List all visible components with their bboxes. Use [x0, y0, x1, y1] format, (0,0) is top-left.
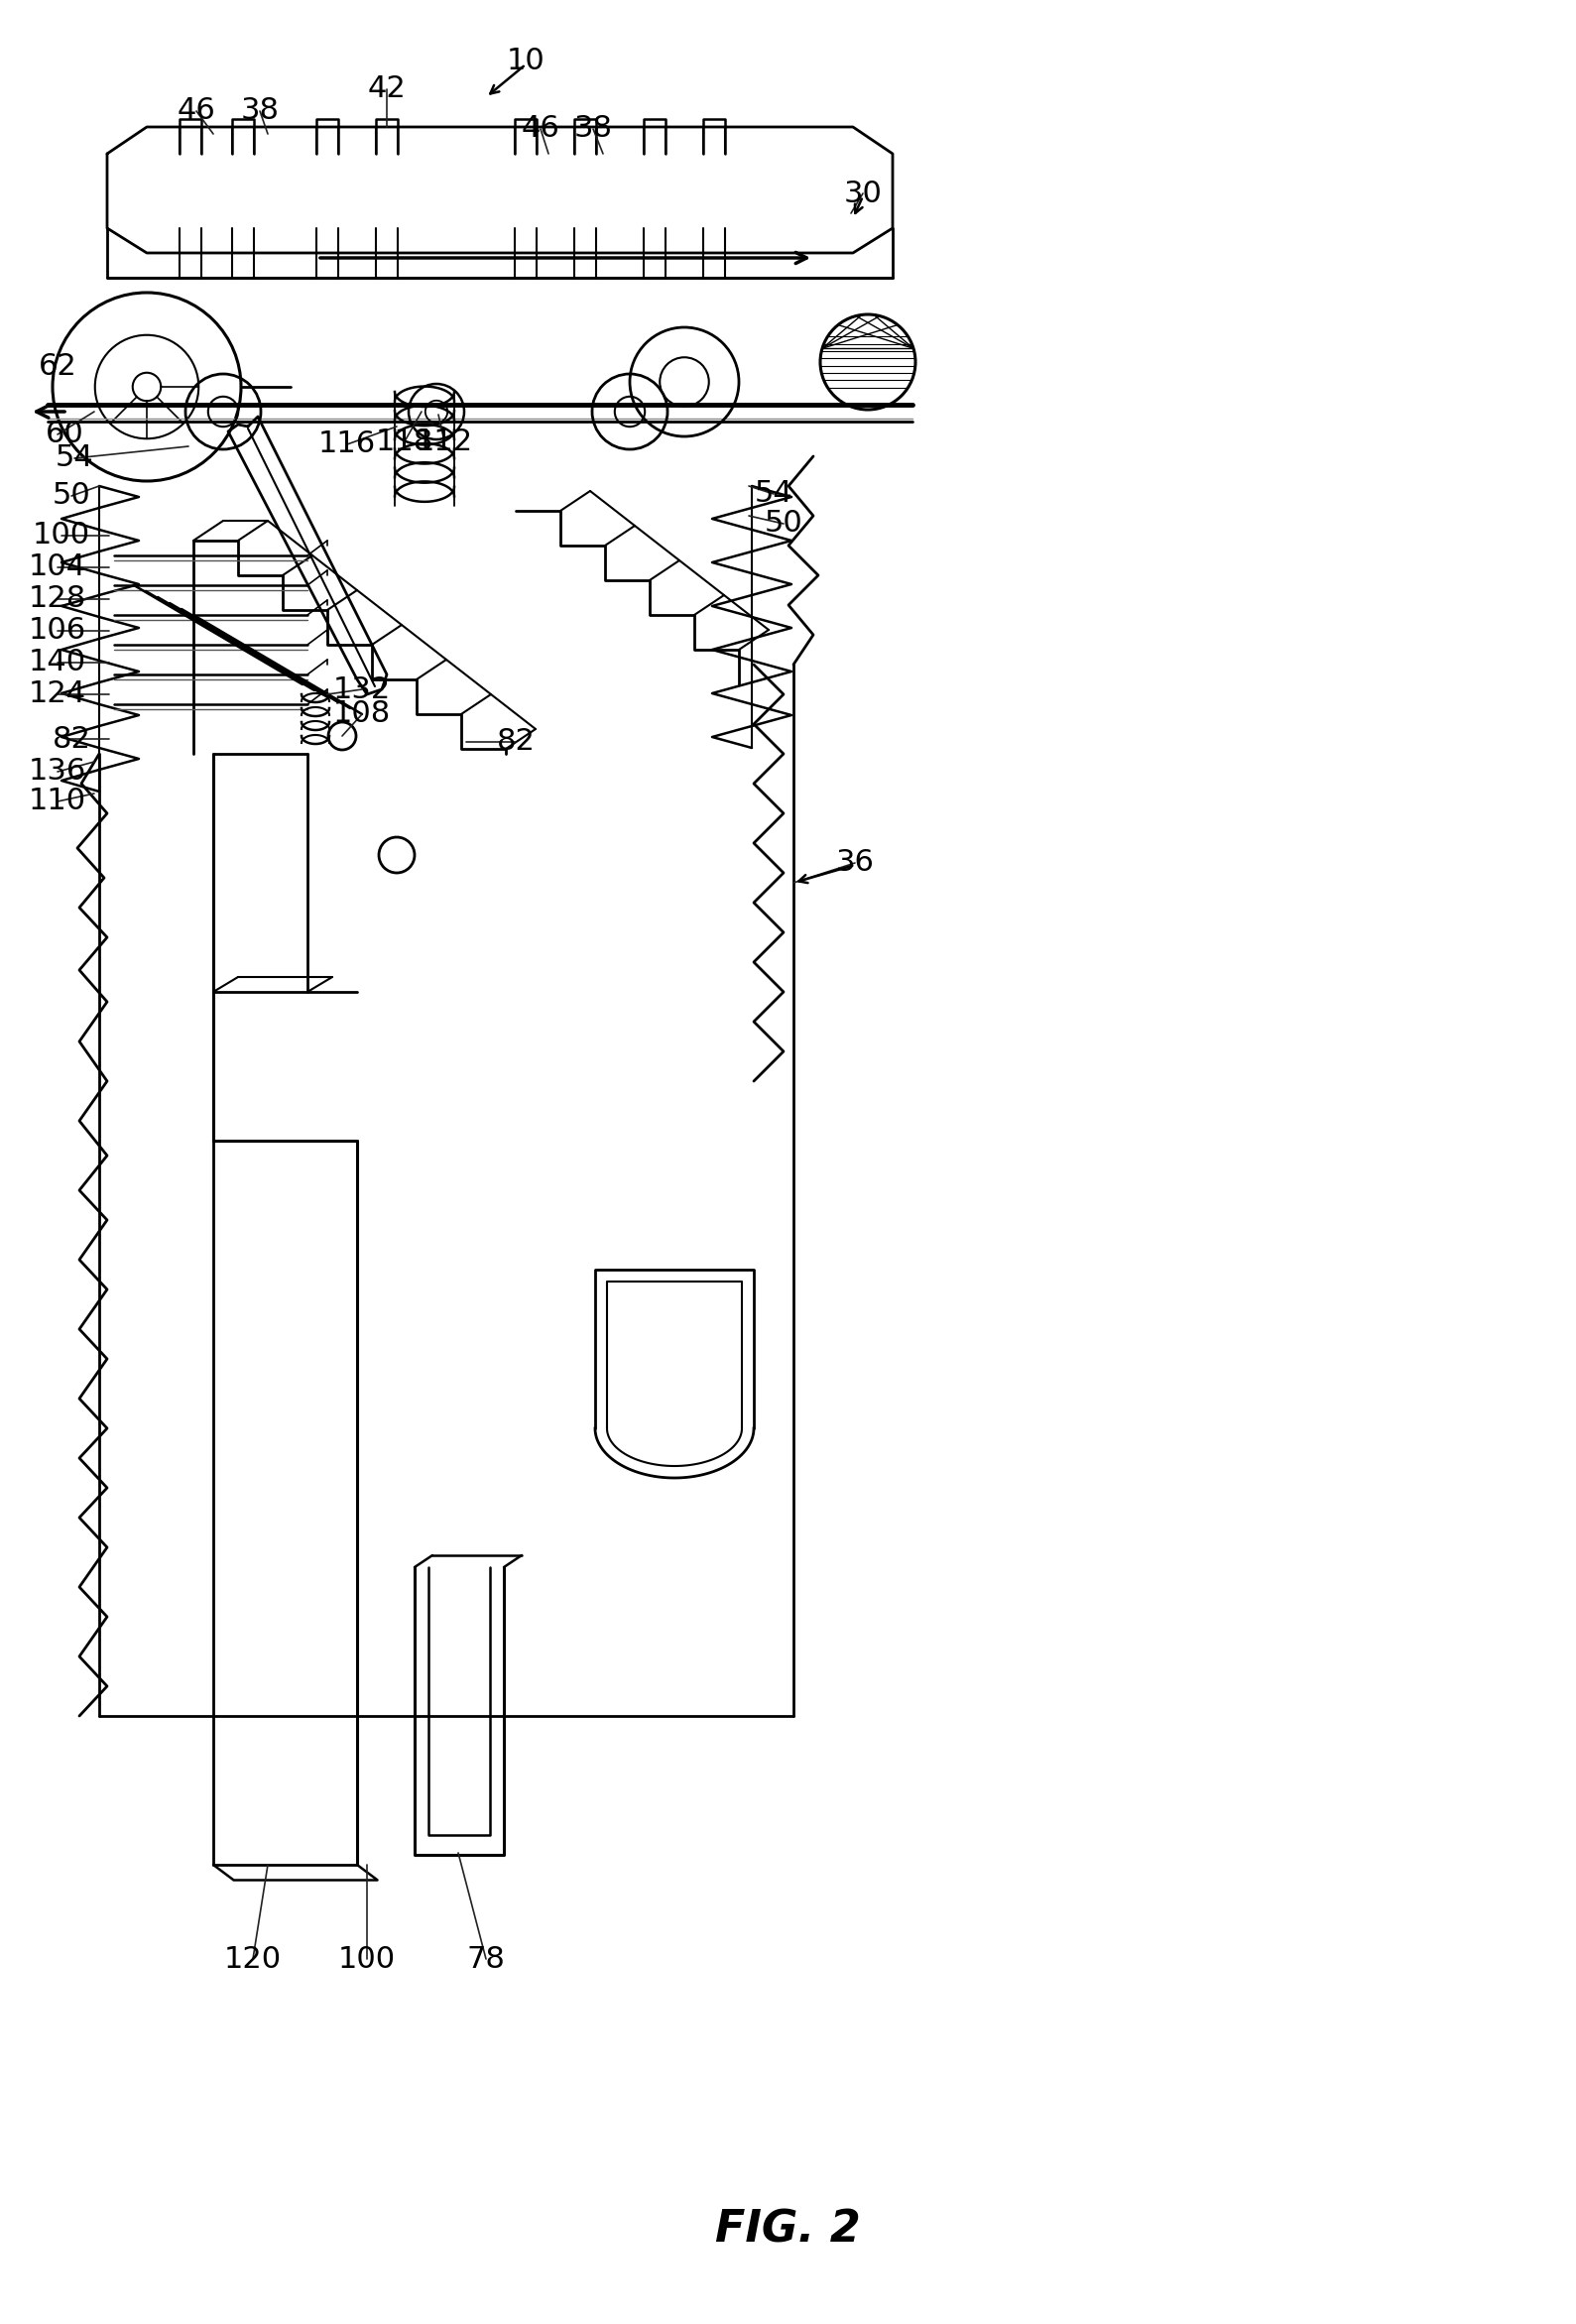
Text: 100: 100 [339, 1945, 396, 1973]
Polygon shape [229, 416, 386, 695]
Text: 100: 100 [33, 521, 90, 551]
Text: 50: 50 [52, 481, 91, 511]
Text: 136: 136 [28, 758, 87, 786]
Text: 128: 128 [28, 586, 87, 614]
Text: 140: 140 [28, 648, 87, 676]
Text: 132: 132 [333, 674, 391, 704]
Text: 50: 50 [764, 509, 802, 539]
Text: 108: 108 [333, 700, 391, 727]
Text: 38: 38 [574, 114, 613, 144]
Text: 116: 116 [318, 430, 377, 458]
Text: 78: 78 [466, 1945, 506, 1973]
Text: 104: 104 [28, 553, 87, 581]
Text: 82: 82 [52, 725, 91, 753]
Text: 42: 42 [367, 74, 407, 105]
Text: 54: 54 [755, 479, 793, 509]
Text: 46: 46 [177, 98, 216, 125]
Text: 118: 118 [375, 428, 433, 456]
Text: 62: 62 [38, 353, 77, 381]
Text: 112: 112 [416, 428, 473, 456]
Text: 110: 110 [28, 788, 87, 816]
Text: 10: 10 [506, 46, 545, 77]
Text: 60: 60 [46, 421, 84, 449]
Text: 30: 30 [843, 179, 883, 207]
Text: 46: 46 [522, 114, 559, 144]
Text: FIG. 2: FIG. 2 [716, 2208, 860, 2252]
Text: 120: 120 [224, 1945, 282, 1973]
Text: 54: 54 [55, 444, 93, 472]
Text: 124: 124 [28, 681, 87, 709]
Text: 36: 36 [835, 848, 875, 878]
Text: 38: 38 [241, 98, 279, 125]
Text: 82: 82 [496, 727, 534, 755]
Circle shape [378, 837, 414, 874]
Text: 106: 106 [28, 616, 87, 646]
